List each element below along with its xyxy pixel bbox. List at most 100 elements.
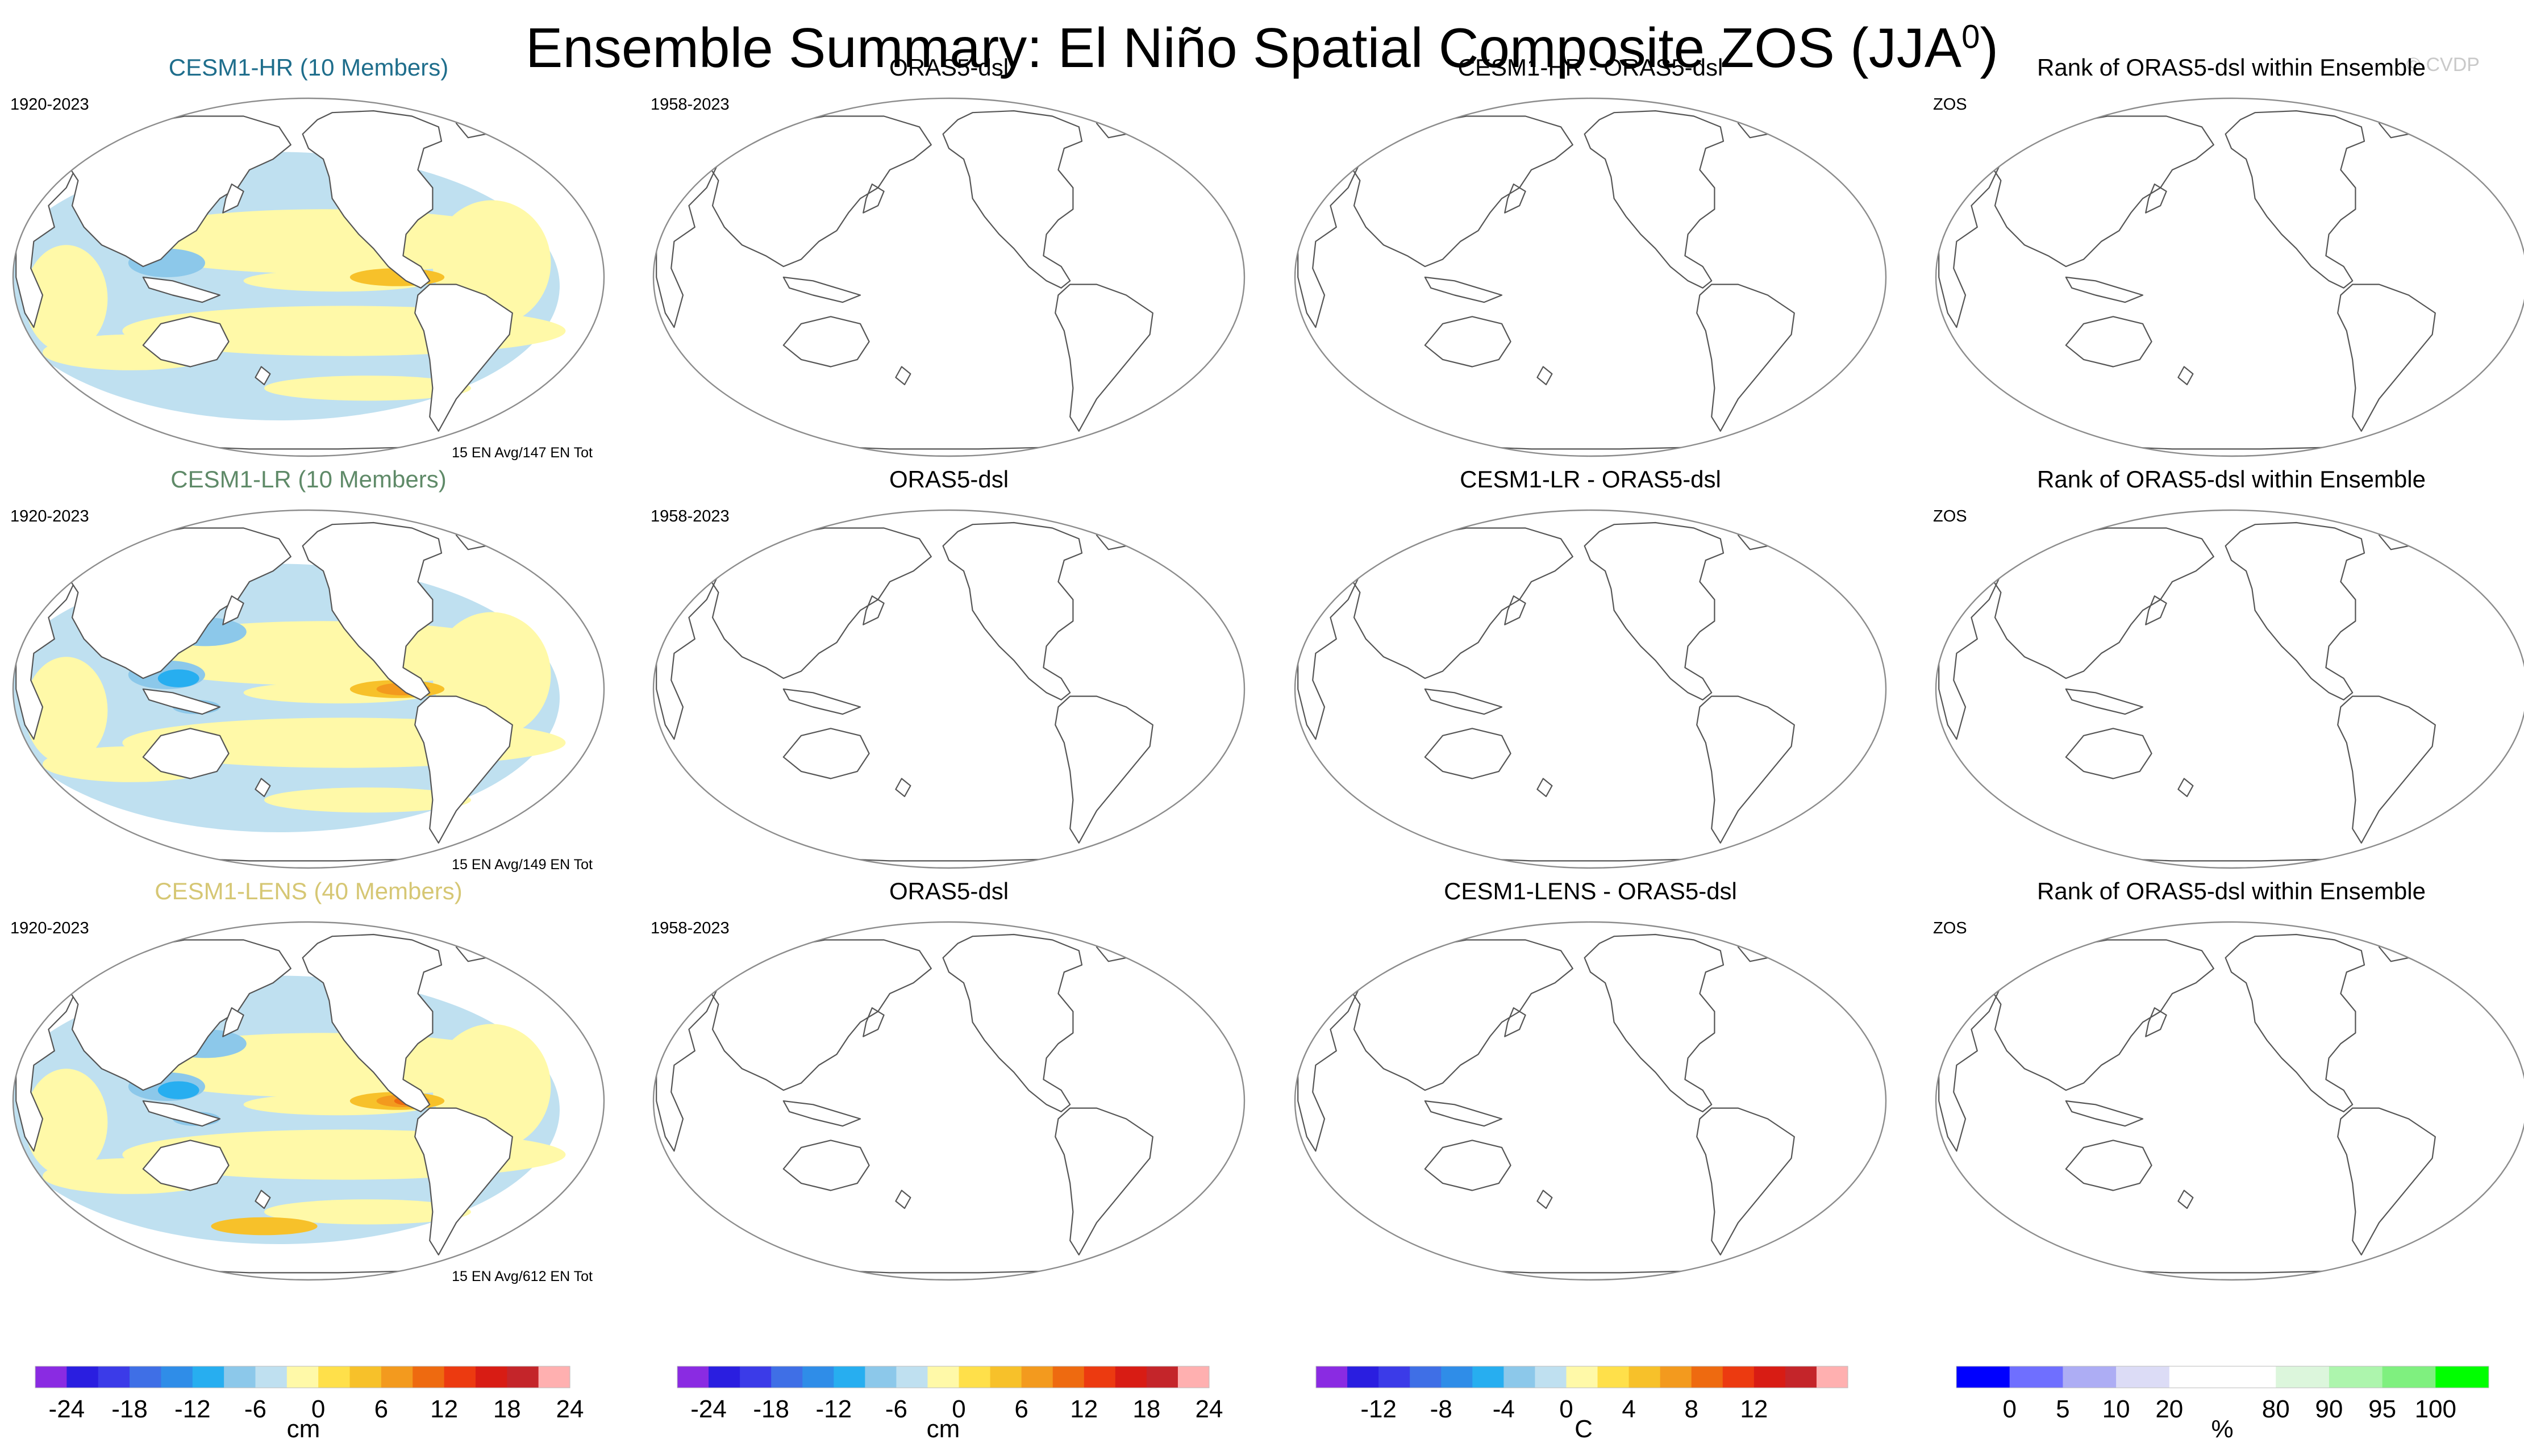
- landmass-australia: [142, 728, 230, 779]
- globe-background: [653, 922, 1244, 1280]
- colorbar-swatch: [224, 1366, 256, 1388]
- colorbar-unit-model: cm: [286, 1415, 320, 1443]
- anomaly-contour: [349, 1092, 445, 1110]
- globe-background: [1936, 510, 2524, 868]
- colorbar-swatch: [2329, 1366, 2383, 1388]
- landmass-japan: [222, 183, 244, 214]
- anomaly-contour: [432, 1024, 551, 1150]
- landmass-australia: [1424, 728, 1511, 779]
- landmass-asia: [1988, 527, 2214, 679]
- colorbar-swatch: [66, 1366, 99, 1388]
- landmass-antarctica: [1359, 849, 1754, 868]
- colorbar-swatch: [1115, 1366, 1147, 1388]
- anomaly-contour: [394, 1096, 424, 1105]
- colorbar-swatch: [1754, 1366, 1786, 1388]
- colorbar-swatch: [927, 1366, 960, 1388]
- landmass-south-america: [1055, 283, 1153, 432]
- anomaly-contour: [349, 268, 445, 286]
- colorbar-swatch: [959, 1366, 991, 1388]
- landmass-australia: [782, 1140, 870, 1191]
- landmass-japan: [222, 1007, 244, 1037]
- colorbar-swatch: [1084, 1366, 1116, 1388]
- landmass-japan: [2145, 183, 2167, 214]
- landmass-asia: [706, 115, 932, 268]
- landmass-new-zealand: [255, 778, 271, 798]
- colorbar-swatch: [2116, 1366, 2170, 1388]
- anomaly-contour: [164, 618, 247, 646]
- landmass-north-america: [2225, 110, 2365, 289]
- landmass-greenland: [1737, 101, 1780, 139]
- anomaly-contour: [264, 787, 471, 813]
- landmass-maritime-continent: [1424, 276, 1503, 303]
- panel-title-obs-row2: ORAS5-dsl: [889, 466, 1009, 493]
- anomaly-contour: [128, 248, 205, 277]
- colorbar-tick-label: 6: [374, 1395, 388, 1423]
- colorbar-tick-label: -8: [1430, 1395, 1452, 1423]
- landmass-antarctica: [718, 849, 1113, 868]
- globe-outline: [12, 921, 605, 1281]
- globe-background: [13, 510, 604, 868]
- colorbar-tick-label: 6: [1014, 1395, 1028, 1423]
- landmass-australia: [142, 1140, 230, 1191]
- anomaly-contour: [157, 669, 199, 687]
- colorbar-swatch: [255, 1366, 288, 1388]
- coastlines: [656, 101, 1153, 456]
- colorbar-swatch: [507, 1366, 539, 1388]
- colorbar-swatch: [35, 1366, 67, 1388]
- landmass-maritime-continent: [2065, 276, 2144, 303]
- coastlines: [656, 925, 1153, 1280]
- globe-background: [1295, 510, 1886, 868]
- globe-outline: [12, 97, 605, 457]
- landmass-new-zealand: [1536, 366, 1553, 386]
- colorbar-tick-label: -6: [244, 1395, 266, 1423]
- colorbar-swatch: [1410, 1366, 1442, 1388]
- colorbar-tick-label: 18: [493, 1395, 521, 1423]
- landmass-europe-africa: [1938, 964, 2002, 1152]
- landmass-greenland: [1737, 925, 1780, 962]
- colorbar-swatch: [1956, 1366, 2010, 1388]
- landmass-south-america: [1696, 283, 1795, 432]
- landmass-asia: [1988, 939, 2214, 1091]
- anomaly-contour: [432, 612, 551, 738]
- landmass-greenland: [2378, 101, 2421, 139]
- globe-outline: [1294, 509, 1887, 869]
- landmass-greenland: [455, 513, 498, 550]
- colorbar-swatch: [771, 1366, 803, 1388]
- landmass-asia: [65, 115, 291, 268]
- landmass-maritime-continent: [142, 688, 221, 715]
- panel-title-obs-row1: ORAS5-dsl: [889, 54, 1009, 81]
- landmass-north-america: [2225, 933, 2365, 1112]
- panel-title-rank-row3: Rank of ORAS5-dsl within Ensemble: [2037, 878, 2426, 904]
- landmass-new-zealand: [2177, 1190, 2194, 1209]
- period-label-row2: 1920-2023: [10, 507, 89, 525]
- globe-background: [1295, 98, 1886, 456]
- landmass-europe-africa: [15, 140, 79, 328]
- landmass-antarctica: [1359, 437, 1754, 456]
- landmass-japan: [863, 183, 885, 214]
- colorbar-swatch: [1816, 1366, 1848, 1388]
- anomaly-contour: [24, 657, 108, 765]
- colorbar-swatch: [475, 1366, 507, 1388]
- colorbar-tick-label: -12: [815, 1395, 852, 1423]
- landmass-europe-africa: [1938, 140, 2002, 328]
- colorbar-swatch: [1660, 1366, 1692, 1388]
- colorbar-swatch: [802, 1366, 834, 1388]
- globe-background: [653, 98, 1244, 456]
- globe-outline: [1935, 509, 2524, 869]
- landmass-japan: [863, 1007, 885, 1037]
- period-label-row1: 1920-2023: [10, 95, 89, 114]
- colorbar-swatch: [538, 1366, 570, 1388]
- landmass-greenland: [2378, 513, 2421, 550]
- colorbar-tick-label: 24: [1196, 1395, 1223, 1423]
- globe-outline: [652, 97, 1246, 457]
- anomaly-contour: [122, 717, 566, 768]
- landmass-japan: [222, 595, 244, 625]
- anomaly-contour: [122, 1129, 566, 1180]
- period-label-row1: 1958-2023: [651, 95, 730, 114]
- colorbar-swatch: [2222, 1366, 2276, 1388]
